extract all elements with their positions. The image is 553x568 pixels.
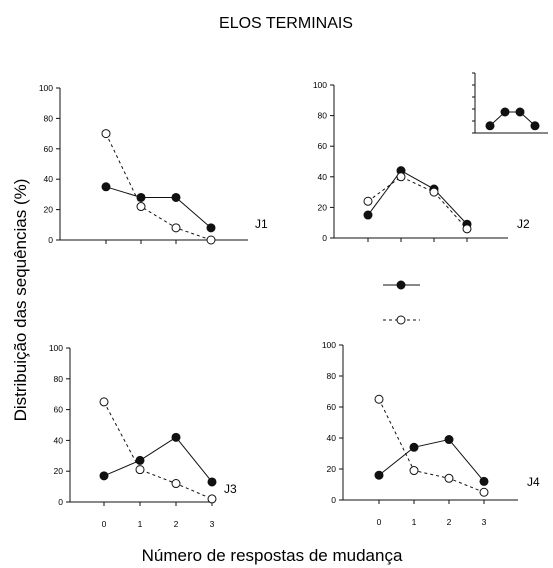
data-point-open-dashed (171, 223, 181, 233)
series-line-open-dashed (378, 399, 485, 493)
x-tick-label: 2 (174, 519, 179, 529)
x-tick-label: 3 (210, 519, 215, 529)
panel-J4: 0 20 40 60 80 100 0 1 2 3 J4 (322, 340, 540, 527)
x-axis-label: Número de respostas de mudança (142, 546, 403, 565)
data-point-open-dashed (207, 494, 217, 504)
y-tick-label: 20 (327, 464, 337, 474)
data-point-open-dashed (396, 172, 406, 182)
data-point-open-dashed (479, 487, 489, 497)
panels: 020406080100J1020406080100J2020406080100… (39, 72, 548, 529)
y-tick-label: 80 (327, 371, 337, 381)
inset-data-point (485, 121, 495, 131)
y-tick-label: 100 (39, 83, 53, 93)
inset-chart (472, 72, 548, 134)
data-point-filled-solid (409, 442, 419, 452)
data-point-open-dashed (206, 235, 216, 245)
series-line-filled-solid (367, 170, 468, 225)
x-tick-label: 0 (102, 519, 107, 529)
data-point-filled-solid (171, 192, 181, 202)
panel-label: J1 (255, 217, 268, 231)
legend (383, 280, 420, 325)
y-tick-label: 80 (54, 374, 64, 384)
y-tick-label: 60 (327, 402, 337, 412)
panel-J2: 0 20 40 60 80 100 J2 (313, 72, 548, 243)
data-point-open-dashed (136, 202, 146, 212)
panel-label: J2 (517, 217, 530, 231)
inset-data-point (530, 121, 540, 131)
data-point-filled-solid (136, 192, 146, 202)
data-point-open-dashed (374, 394, 384, 404)
data-point-open-dashed (462, 224, 472, 234)
inset-data-point (500, 107, 510, 117)
legend-marker-open (396, 315, 406, 325)
series-line-open-dashed (105, 133, 212, 241)
series-line-filled-solid (103, 436, 213, 483)
y-tick-label: 40 (318, 172, 328, 182)
data-point-open-dashed (135, 465, 145, 475)
data-point-filled-solid (479, 476, 489, 486)
y-tick-label: 20 (44, 205, 54, 215)
y-tick-label: 60 (44, 144, 54, 154)
data-point-filled-solid (101, 182, 111, 192)
data-point-open-dashed (101, 129, 111, 139)
series-line-open-dashed (103, 401, 213, 500)
data-point-filled-solid (135, 455, 145, 465)
series-line-open-dashed (367, 176, 468, 230)
y-tick-label: 20 (54, 466, 64, 476)
x-tick-label: 1 (412, 517, 417, 527)
y-tick-label: 0 (322, 233, 327, 243)
data-point-filled-solid (171, 432, 181, 442)
data-point-open-dashed (444, 473, 454, 483)
panel-J3: 0 20 40 60 80 100 0 1 2 3 J3 (49, 343, 237, 529)
series-line-filled-solid (105, 186, 212, 229)
panel-label: J3 (224, 482, 237, 496)
inset-series-line (489, 111, 536, 127)
series-line-filled-solid (378, 438, 485, 482)
data-point-filled-solid (207, 477, 217, 487)
legend-marker-filled (396, 280, 406, 290)
x-tick-label: 0 (377, 517, 382, 527)
data-point-open-dashed (363, 196, 373, 206)
y-tick-label: 0 (331, 495, 336, 505)
y-tick-label: 20 (318, 202, 328, 212)
chart-title: ELOS TERMINAIS (219, 15, 353, 32)
data-point-filled-solid (374, 470, 384, 480)
y-tick-label: 0 (58, 497, 63, 507)
y-tick-label: 80 (44, 113, 54, 123)
data-point-filled-solid (99, 471, 109, 481)
data-point-open-dashed (409, 466, 419, 476)
y-tick-label: 100 (49, 343, 63, 353)
data-point-open-dashed (171, 479, 181, 489)
y-tick-label: 40 (54, 435, 64, 445)
y-tick-label: 80 (318, 111, 328, 121)
y-tick-label: 40 (44, 174, 54, 184)
y-tick-label: 60 (54, 405, 64, 415)
x-tick-label: 3 (482, 517, 487, 527)
x-tick-label: 1 (138, 519, 143, 529)
y-tick-label: 60 (318, 141, 328, 151)
data-point-filled-solid (363, 210, 373, 220)
data-point-filled-solid (444, 435, 454, 445)
data-point-open-dashed (99, 397, 109, 407)
y-tick-label: 100 (313, 80, 327, 90)
inset-data-point (515, 107, 525, 117)
y-tick-label: 100 (322, 340, 336, 350)
y-tick-label: 40 (327, 433, 337, 443)
data-point-open-dashed (429, 187, 439, 197)
x-tick-label: 2 (447, 517, 452, 527)
y-tick-label: 0 (48, 235, 53, 245)
panel-label: J4 (527, 475, 540, 489)
y-axis-label: Distribuição das sequências (%) (11, 179, 30, 422)
data-point-filled-solid (206, 223, 216, 233)
panel-J1: 0 20 40 60 80 100 J1 (39, 83, 268, 245)
